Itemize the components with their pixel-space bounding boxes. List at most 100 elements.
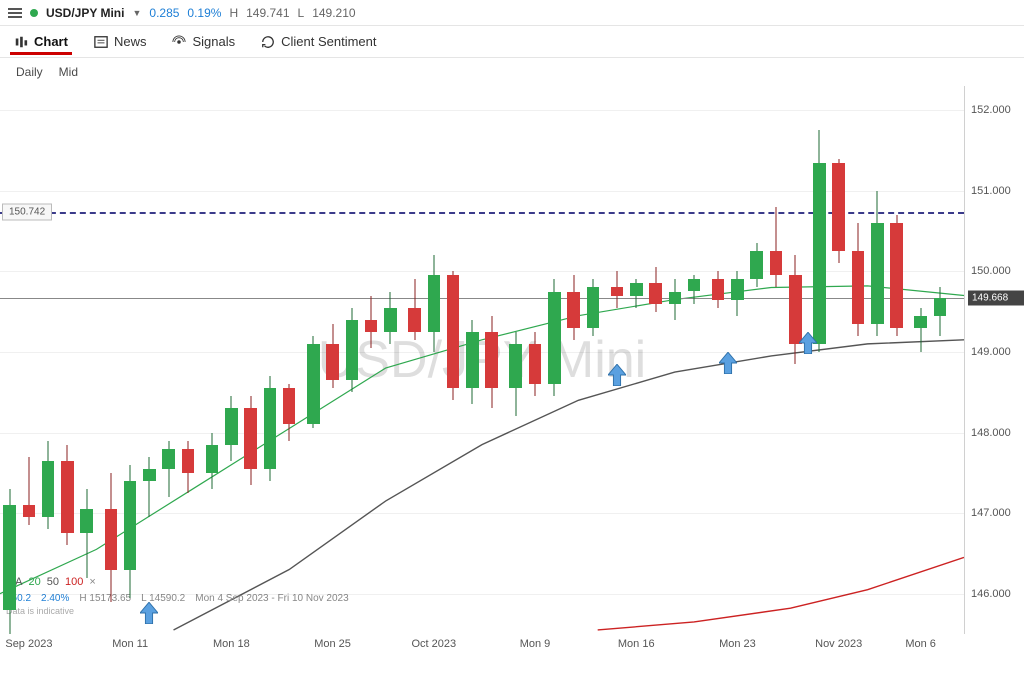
candle[interactable] — [587, 86, 600, 634]
candle-body — [529, 344, 542, 384]
candle-body — [934, 298, 947, 316]
candle[interactable] — [649, 86, 662, 634]
candle[interactable] — [428, 86, 441, 634]
candle[interactable] — [80, 86, 93, 634]
candle[interactable] — [688, 86, 701, 634]
candle-body — [182, 449, 195, 473]
candle[interactable] — [162, 86, 175, 634]
candle-body — [852, 251, 865, 324]
candle[interactable] — [408, 86, 421, 634]
candle-body — [871, 223, 884, 324]
candle[interactable] — [124, 86, 137, 634]
candle[interactable] — [611, 86, 624, 634]
candle-wick — [920, 308, 921, 352]
candle[interactable] — [42, 86, 55, 634]
y-tick-label: 150.000 — [971, 265, 1011, 277]
candle-body — [264, 388, 277, 469]
candle-body — [80, 509, 93, 533]
chart-plot-area[interactable]: USD/JPY Mini MA 20 50 100 × 350.2 2.40% … — [0, 86, 964, 634]
candle-body — [712, 279, 725, 299]
candle-body — [587, 287, 600, 327]
candle-body — [346, 320, 359, 380]
candle[interactable] — [23, 86, 36, 634]
status-dot — [30, 9, 38, 17]
candle-body — [326, 344, 339, 380]
candle[interactable] — [346, 86, 359, 634]
candle[interactable] — [225, 86, 238, 634]
tab-news[interactable]: News — [94, 34, 147, 49]
candle[interactable] — [3, 86, 16, 634]
candle[interactable] — [789, 86, 802, 634]
candle[interactable] — [105, 86, 118, 634]
candle[interactable] — [548, 86, 561, 634]
candle[interactable] — [264, 86, 277, 634]
ticker-dropdown-icon[interactable]: ▼ — [132, 8, 141, 18]
candle-body — [485, 332, 498, 388]
low-label: L — [298, 6, 305, 20]
candle[interactable] — [669, 86, 682, 634]
candle[interactable] — [326, 86, 339, 634]
price-mid[interactable]: Mid — [59, 65, 78, 79]
candle[interactable] — [890, 86, 903, 634]
candle[interactable] — [750, 86, 763, 634]
candle-body — [813, 163, 826, 344]
candle-body — [283, 388, 296, 424]
candle-body — [206, 445, 219, 473]
candle[interactable] — [365, 86, 378, 634]
candle-body — [447, 275, 460, 388]
candle[interactable] — [813, 86, 826, 634]
candle-body — [61, 461, 74, 534]
candle[interactable] — [567, 86, 580, 634]
y-tick-label: 152.000 — [971, 104, 1011, 116]
tab-sentiment[interactable]: Client Sentiment — [261, 34, 376, 49]
candle-wick — [149, 457, 150, 517]
interval-daily[interactable]: Daily — [16, 65, 43, 79]
candle[interactable] — [447, 86, 460, 634]
candle[interactable] — [712, 86, 725, 634]
candle[interactable] — [307, 86, 320, 634]
candle[interactable] — [384, 86, 397, 634]
candle-body — [365, 320, 378, 332]
candle[interactable] — [485, 86, 498, 634]
candle-body — [567, 292, 580, 328]
candle[interactable] — [466, 86, 479, 634]
candle[interactable] — [244, 86, 257, 634]
tab-chart-label: Chart — [34, 34, 68, 49]
signals-icon — [172, 35, 186, 49]
tab-sentiment-label: Client Sentiment — [281, 34, 376, 49]
chart-container: USD/JPY Mini MA 20 50 100 × 350.2 2.40% … — [0, 86, 1024, 674]
candle-body — [42, 461, 55, 517]
candle[interactable] — [871, 86, 884, 634]
change-absolute: 0.285 — [149, 6, 179, 20]
menu-icon[interactable] — [8, 8, 22, 18]
candle[interactable] — [914, 86, 927, 634]
candle[interactable] — [182, 86, 195, 634]
candle[interactable] — [509, 86, 522, 634]
candle[interactable] — [852, 86, 865, 634]
candle-body — [630, 283, 643, 295]
candle[interactable] — [529, 86, 542, 634]
candle-body — [384, 308, 397, 332]
x-tick-label: Mon 25 — [314, 638, 351, 650]
candle-body — [750, 251, 763, 279]
candle[interactable] — [934, 86, 947, 634]
news-icon — [94, 35, 108, 49]
candle[interactable] — [731, 86, 744, 634]
candle[interactable] — [61, 86, 74, 634]
high-value: 149.741 — [246, 6, 289, 20]
candle[interactable] — [832, 86, 845, 634]
top-bar: USD/JPY Mini ▼ 0.285 0.19% H 149.741 L 1… — [0, 0, 1024, 26]
y-tick-label: 151.000 — [971, 185, 1011, 197]
x-tick-label: Mon 23 — [719, 638, 756, 650]
candle[interactable] — [143, 86, 156, 634]
candle-body — [3, 505, 16, 610]
x-tick-label: Mon 18 — [213, 638, 250, 650]
candle[interactable] — [770, 86, 783, 634]
candle-body — [914, 316, 927, 328]
candle-body — [731, 279, 744, 299]
candle[interactable] — [206, 86, 219, 634]
candle[interactable] — [283, 86, 296, 634]
candle[interactable] — [630, 86, 643, 634]
tab-signals[interactable]: Signals — [172, 34, 235, 49]
tab-chart[interactable]: Chart — [14, 34, 68, 49]
